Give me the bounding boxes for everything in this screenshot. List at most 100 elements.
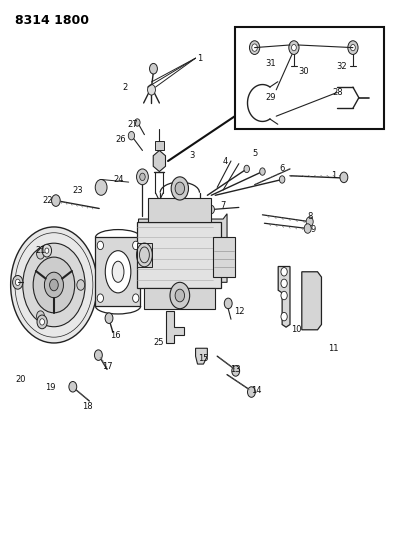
Text: 8314 1800: 8314 1800 <box>15 14 89 27</box>
Text: 28: 28 <box>332 88 342 97</box>
Circle shape <box>208 205 214 214</box>
Circle shape <box>37 311 44 321</box>
Text: 30: 30 <box>298 67 309 76</box>
Text: 11: 11 <box>328 344 338 353</box>
Text: 27: 27 <box>127 119 138 128</box>
Polygon shape <box>136 222 221 288</box>
Bar <box>155 141 164 150</box>
Text: 15: 15 <box>198 354 209 364</box>
Circle shape <box>128 132 134 140</box>
Text: 10: 10 <box>290 325 301 334</box>
Text: 25: 25 <box>153 338 164 348</box>
Circle shape <box>252 44 257 51</box>
Text: 12: 12 <box>233 307 244 316</box>
Text: 1: 1 <box>331 171 336 180</box>
Circle shape <box>351 44 355 51</box>
Circle shape <box>16 279 20 286</box>
Circle shape <box>281 279 287 288</box>
Circle shape <box>69 382 77 392</box>
Circle shape <box>134 119 140 126</box>
Text: 17: 17 <box>102 362 113 371</box>
Ellipse shape <box>112 261 124 282</box>
Circle shape <box>51 195 60 206</box>
Circle shape <box>348 41 358 54</box>
Polygon shape <box>148 198 211 222</box>
Circle shape <box>304 224 311 233</box>
Ellipse shape <box>105 251 131 293</box>
Polygon shape <box>302 272 322 330</box>
Circle shape <box>140 173 145 181</box>
Text: 21: 21 <box>35 246 45 255</box>
Circle shape <box>340 172 348 183</box>
Text: 19: 19 <box>45 383 55 392</box>
Polygon shape <box>153 150 166 172</box>
Circle shape <box>306 217 313 227</box>
Polygon shape <box>138 214 227 282</box>
Circle shape <box>232 366 240 376</box>
Circle shape <box>40 319 44 325</box>
Circle shape <box>132 241 139 249</box>
Text: 20: 20 <box>15 375 26 384</box>
Polygon shape <box>278 266 290 327</box>
Circle shape <box>281 268 287 276</box>
Circle shape <box>175 182 185 195</box>
Text: 4: 4 <box>223 157 228 166</box>
Polygon shape <box>166 311 184 343</box>
Text: 8: 8 <box>307 212 312 221</box>
Text: 13: 13 <box>229 365 240 374</box>
Circle shape <box>49 279 58 291</box>
Text: 18: 18 <box>82 402 93 411</box>
Circle shape <box>170 282 190 309</box>
Circle shape <box>97 294 103 302</box>
Text: 22: 22 <box>43 196 53 205</box>
Circle shape <box>132 294 139 302</box>
Circle shape <box>279 176 285 183</box>
Text: 2: 2 <box>122 83 127 92</box>
Circle shape <box>289 41 299 54</box>
Circle shape <box>37 315 47 329</box>
Polygon shape <box>213 238 235 277</box>
Circle shape <box>97 241 103 249</box>
Circle shape <box>281 292 287 300</box>
Circle shape <box>11 227 97 343</box>
Circle shape <box>23 243 85 327</box>
Circle shape <box>292 44 296 51</box>
Circle shape <box>249 41 260 54</box>
Text: 14: 14 <box>251 386 262 395</box>
Text: 1: 1 <box>197 54 202 63</box>
Circle shape <box>281 312 287 321</box>
Text: 24: 24 <box>114 175 124 184</box>
Circle shape <box>136 169 148 185</box>
Polygon shape <box>196 348 207 364</box>
Circle shape <box>42 244 51 257</box>
Text: 31: 31 <box>265 59 276 68</box>
Circle shape <box>247 387 255 397</box>
Circle shape <box>175 289 185 302</box>
Polygon shape <box>136 243 152 266</box>
Circle shape <box>77 280 85 290</box>
Text: 9: 9 <box>311 225 316 234</box>
Circle shape <box>244 165 249 173</box>
Circle shape <box>260 168 265 175</box>
Polygon shape <box>95 238 140 306</box>
Polygon shape <box>144 288 215 309</box>
Text: 32: 32 <box>336 62 346 70</box>
Text: 29: 29 <box>265 93 276 102</box>
Bar <box>235 27 384 130</box>
Text: 5: 5 <box>252 149 257 158</box>
Text: 7: 7 <box>220 201 226 211</box>
Circle shape <box>44 272 63 298</box>
Text: 16: 16 <box>110 330 120 340</box>
Circle shape <box>13 276 23 289</box>
Circle shape <box>45 248 49 253</box>
Circle shape <box>171 177 188 200</box>
Circle shape <box>95 180 107 195</box>
Circle shape <box>150 63 157 74</box>
Text: 23: 23 <box>72 185 83 195</box>
Circle shape <box>148 85 156 95</box>
Circle shape <box>105 313 113 324</box>
Circle shape <box>37 248 44 259</box>
Text: 6: 6 <box>279 164 285 173</box>
Circle shape <box>95 350 102 360</box>
Circle shape <box>224 298 232 309</box>
